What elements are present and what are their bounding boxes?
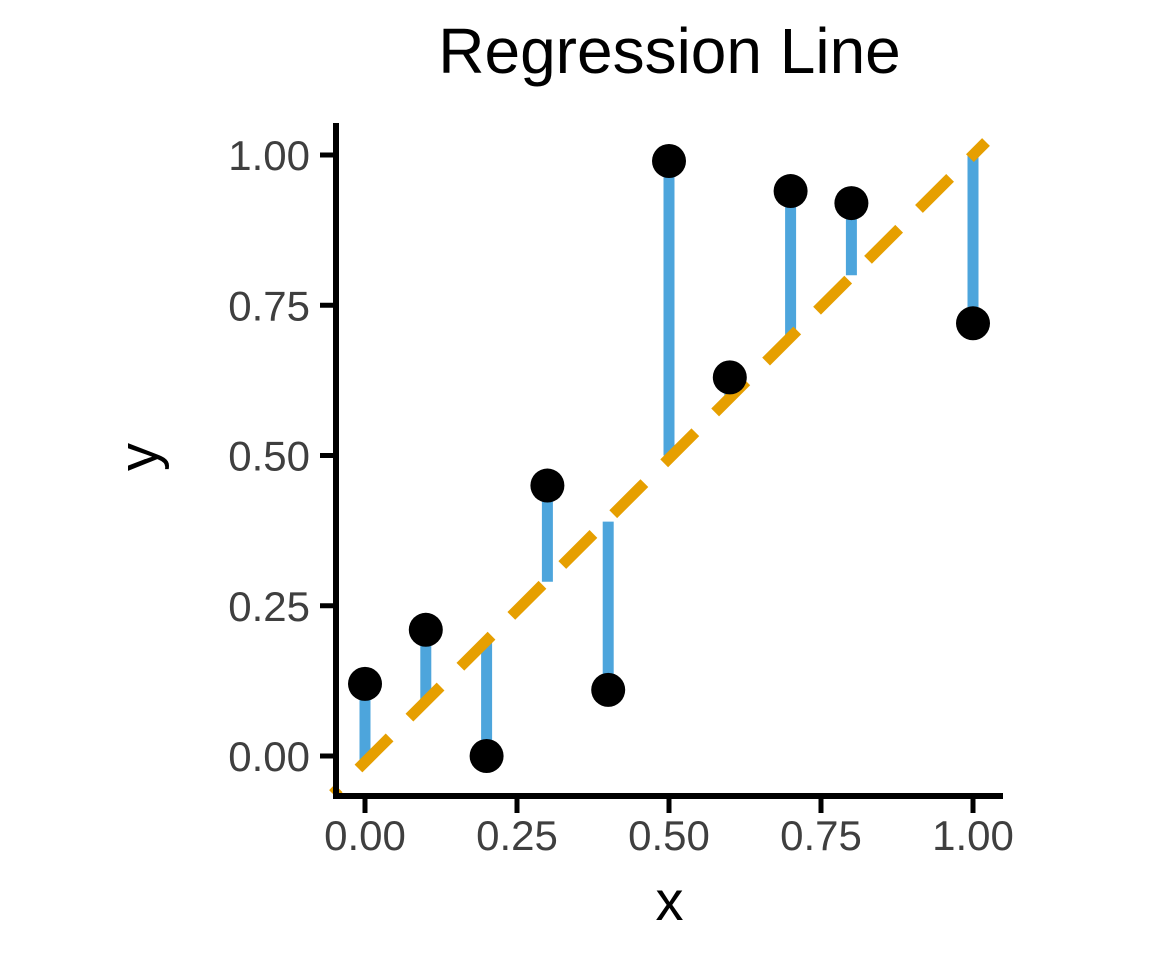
data-point: [773, 174, 808, 209]
data-point: [834, 186, 869, 221]
chart-title: Regression Line: [438, 15, 901, 87]
data-point: [530, 468, 565, 503]
x-tick-label: 1.00: [932, 812, 1014, 859]
y-axis-title: y: [106, 443, 170, 471]
y-tick-label: 0.00: [228, 733, 310, 780]
data-point: [408, 612, 443, 647]
data-point: [591, 672, 626, 707]
x-tick-label: 0.25: [476, 812, 558, 859]
data-point: [469, 739, 504, 773]
y-tick-label: 1.00: [228, 132, 310, 179]
y-tick-label: 0.25: [228, 583, 310, 630]
y-tick-label: 0.50: [228, 433, 310, 480]
data-point: [348, 666, 382, 701]
y-tick-label: 0.75: [228, 282, 310, 329]
x-tick-label: 0.50: [628, 812, 710, 859]
regression-line: [329, 138, 990, 798]
x-tick-label: 0.00: [324, 812, 406, 859]
data-point: [652, 144, 686, 179]
x-tick-label: 0.75: [780, 812, 862, 859]
data-point: [712, 360, 747, 395]
x-axis-title: x: [655, 869, 684, 932]
data-point: [956, 306, 990, 341]
